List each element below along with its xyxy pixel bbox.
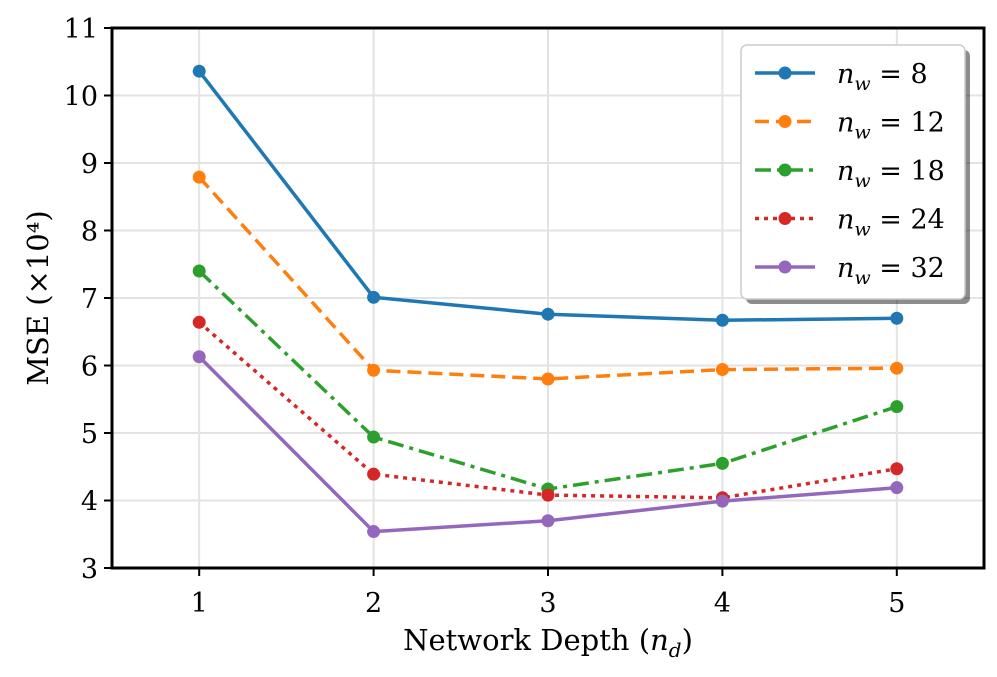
x-tick-label: 5 — [888, 588, 905, 619]
data-point — [192, 64, 206, 78]
legend-marker — [778, 212, 792, 225]
series-layer — [192, 64, 904, 539]
data-point — [541, 372, 555, 386]
series-4 — [192, 315, 904, 505]
data-point — [715, 456, 729, 470]
legend-label: nw = 8 — [837, 59, 928, 95]
data-point — [890, 361, 904, 375]
data-point — [367, 290, 381, 304]
y-tick-label: 8 — [81, 217, 98, 248]
data-point — [890, 400, 904, 414]
x-tick-label: 3 — [539, 588, 556, 619]
y-tick-label: 10 — [64, 82, 98, 113]
legend-entry: nw = 12 — [755, 108, 945, 144]
legend-entry: nw = 8 — [755, 59, 928, 95]
legend-marker — [778, 163, 792, 177]
data-point — [715, 313, 729, 327]
data-point — [541, 488, 555, 502]
data-point — [890, 462, 904, 476]
legend-marker — [778, 115, 792, 128]
y-tick-label: 9 — [81, 149, 98, 180]
x-tick-label: 4 — [714, 588, 731, 619]
series-1 — [192, 64, 904, 327]
legend-label: nw = 24 — [837, 205, 945, 241]
axis-ticks: 1 2 3 4 5 3 4 5 6 7 8 9 10 11 — [64, 14, 906, 619]
data-point — [541, 514, 555, 528]
legend-label: nw = 12 — [837, 108, 945, 144]
data-point — [192, 264, 206, 278]
legend-entry: nw = 24 — [755, 205, 945, 241]
data-point — [890, 311, 904, 325]
data-point — [890, 481, 904, 495]
data-point — [367, 525, 381, 539]
y-tick-label: 4 — [81, 487, 98, 518]
y-tick-label: 11 — [64, 14, 98, 45]
data-point — [192, 350, 206, 364]
x-tick-label: 2 — [365, 588, 382, 619]
y-tick-label: 6 — [81, 352, 98, 383]
y-tick-label: 3 — [81, 554, 98, 585]
series-5 — [192, 350, 904, 539]
data-point — [715, 494, 729, 508]
x-axis-label: Network Depth (nd) — [403, 623, 693, 662]
y-axis-label: MSE (×10⁴) — [21, 210, 55, 385]
y-tick-label: 7 — [81, 284, 98, 315]
legend-label: nw = 18 — [837, 156, 945, 192]
legend-marker — [778, 66, 792, 80]
legend-entry: nw = 32 — [755, 253, 945, 289]
data-point — [192, 170, 206, 184]
y-tick-label: 5 — [81, 419, 98, 450]
legend-entry: nw = 18 — [755, 156, 945, 192]
data-point — [715, 363, 729, 377]
legend-label: nw = 32 — [837, 253, 945, 289]
legend-box — [740, 44, 966, 300]
legend: nw = 8 nw = 12 nw = 18 nw = 24 nw = 32 — [740, 44, 970, 304]
legend-marker — [778, 260, 792, 274]
data-point — [541, 307, 555, 321]
series-line — [197, 176, 897, 381]
data-point — [367, 430, 381, 444]
data-point — [367, 363, 381, 377]
data-point — [367, 467, 381, 481]
series-2 — [192, 170, 904, 386]
x-tick-label: 1 — [191, 588, 208, 619]
data-point — [192, 315, 206, 329]
